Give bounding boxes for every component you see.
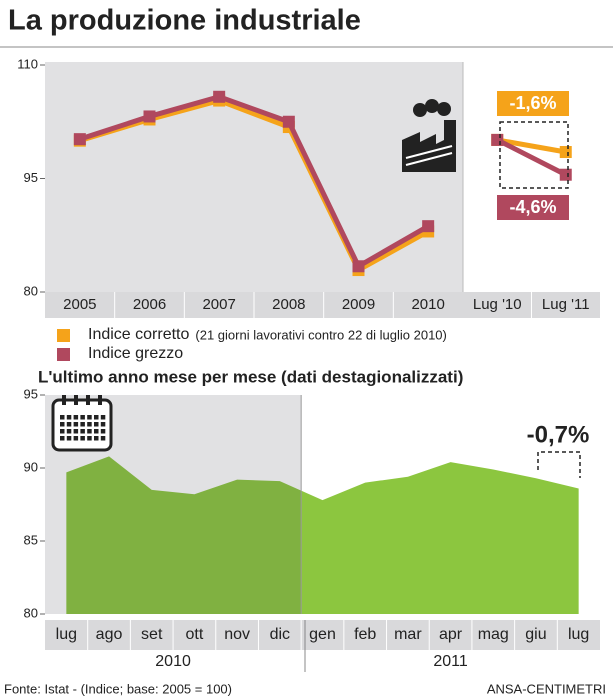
x-tick-label: lug [56, 626, 77, 643]
calendar-cell [60, 436, 65, 441]
x-tick-label: 2007 [202, 296, 235, 313]
x-tick-label: Lug '10 [473, 296, 522, 313]
x-tick-label: mar [394, 626, 422, 643]
x-tick-label: 2010 [411, 296, 444, 313]
annotation: -1,6% [509, 93, 556, 113]
legend-swatch [57, 329, 70, 342]
calendar-cell [94, 436, 99, 441]
y-tick-label: 85 [24, 532, 38, 547]
y-tick-label: 80 [24, 283, 38, 298]
calendar-cell [80, 422, 85, 427]
x-tick-label: 2008 [272, 296, 305, 313]
calendar-cell [94, 429, 99, 434]
point [491, 133, 504, 146]
series-line [79, 94, 430, 270]
y-tick-label: 110 [17, 56, 38, 71]
title: La produzione industriale [8, 5, 361, 37]
calendar-cell [60, 422, 65, 427]
chart-title: L'ultimo anno mese per mese (dati destag… [38, 367, 463, 386]
legend-label: Indice corretto [88, 326, 189, 343]
point [422, 220, 435, 233]
calendar-cell [73, 429, 79, 434]
x-tick-label: giu [525, 626, 546, 643]
calendar-cell [80, 436, 85, 441]
calendar-cell [94, 422, 99, 427]
calendar-cell [73, 436, 79, 441]
point [352, 260, 365, 273]
point [73, 133, 86, 146]
calendar-cell [100, 422, 106, 427]
point [559, 168, 572, 181]
calendar-cell [60, 429, 65, 434]
plot-background [45, 62, 463, 292]
series-line [496, 137, 567, 155]
source: Fonte: Istat - (Indice; base: 2005 = 100… [4, 681, 232, 696]
calendar-cell [66, 415, 72, 420]
x-tick-label: lug [568, 626, 589, 643]
series-line [79, 97, 430, 274]
group-label: 2010 [155, 653, 191, 670]
annotation-box [497, 195, 569, 220]
group-label: 2011 [433, 653, 468, 670]
calendar-cell [100, 436, 106, 441]
x-tick-label: feb [354, 626, 376, 643]
annotation-box [497, 91, 569, 116]
change-bracket [499, 121, 569, 189]
x-tick-label: 2009 [342, 296, 375, 313]
point [143, 110, 156, 123]
y-tick-label: 90 [24, 459, 38, 474]
x-tick-label: Lug '11 [542, 296, 590, 313]
calendar-cell [66, 422, 72, 427]
calendar-icon [51, 395, 113, 452]
x-tick-label: dic [270, 626, 290, 643]
calendar-cell [66, 429, 72, 434]
calendar-ring [86, 395, 90, 405]
annotation: -0,7% [527, 421, 590, 448]
x-tick-label: set [141, 626, 163, 643]
x-tick-label: mag [478, 626, 509, 643]
point [559, 146, 572, 159]
legend-note: (21 giorni lavorativi contro 22 di lugli… [195, 327, 446, 342]
legend-label: Indice grezzo [88, 345, 183, 362]
point [282, 115, 295, 128]
calendar-cell [87, 436, 92, 441]
x-tick-label: nov [224, 626, 250, 643]
annotation: -4,6% [509, 197, 556, 217]
calendar-cell [66, 436, 72, 441]
calendar-cell [100, 429, 106, 434]
calendar-cell [73, 415, 79, 420]
calendar-cell [100, 415, 106, 420]
calendar-cell [80, 415, 85, 420]
x-tick-label: apr [439, 626, 463, 643]
x-tick-label: ott [186, 626, 204, 643]
x-tick-label: 2005 [63, 296, 96, 313]
x-tick-label: 2006 [133, 296, 166, 313]
calendar-cell [73, 422, 79, 427]
x-tick-label: gen [309, 626, 336, 643]
legend-swatch [57, 348, 70, 361]
area [66, 456, 579, 614]
calendar-cell [87, 422, 92, 427]
calendar-cell [87, 415, 92, 420]
y-tick-label: 95 [24, 386, 38, 401]
y-tick-label: 80 [24, 605, 38, 620]
point [213, 90, 226, 103]
calendar-cell [80, 429, 85, 434]
calendar-cell [60, 415, 65, 420]
change-bracket [537, 451, 581, 478]
calendar-ring [74, 395, 78, 405]
series-line [496, 137, 567, 177]
factory-icon [402, 99, 456, 172]
category-band [45, 292, 600, 318]
calendar-cell [87, 429, 92, 434]
category-band [45, 620, 600, 650]
credit: ANSA-CENTIMETRI [487, 681, 606, 696]
x-tick-label: ago [96, 626, 123, 643]
calendar-ring [98, 395, 102, 405]
calendar-ring [62, 395, 66, 405]
calendar-cell [94, 415, 99, 420]
y-tick-label: 95 [24, 170, 38, 185]
